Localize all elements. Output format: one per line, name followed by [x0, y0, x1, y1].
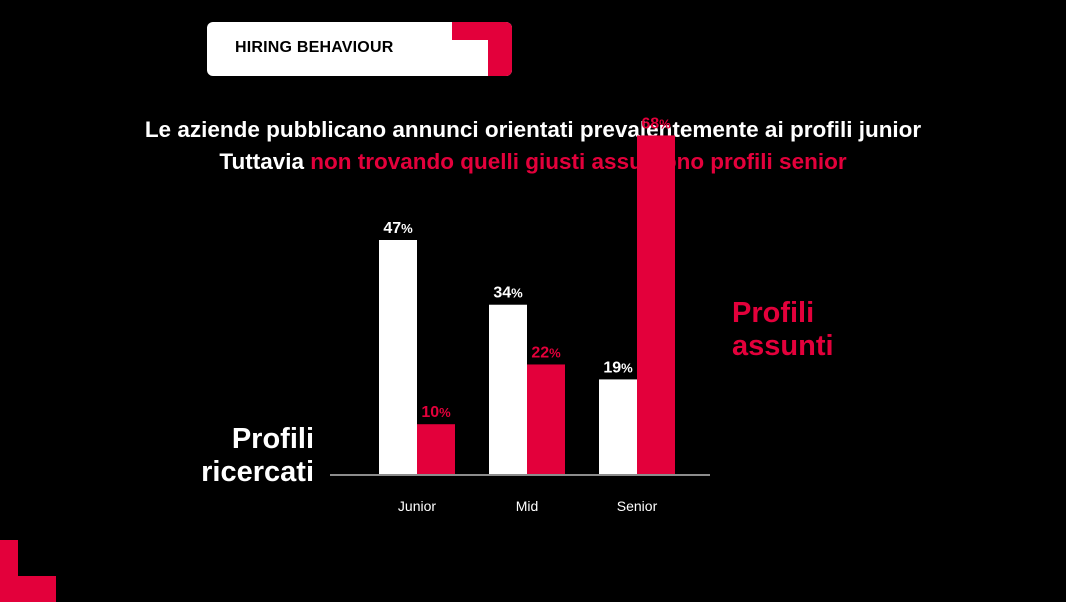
bar-junior-profili-ricercati — [379, 240, 417, 474]
bar-junior-profili-assunti — [417, 424, 455, 474]
x-tick-label-junior: Junior — [398, 498, 436, 514]
section-badge: HIRING BEHAVIOUR — [207, 22, 512, 76]
section-badge-label: HIRING BEHAVIOUR — [235, 39, 394, 56]
headline-line-2-accent: non trovando quelli giusti assumono prof… — [310, 149, 847, 174]
series-label-assunti: Profili assunti — [732, 297, 834, 362]
headline-line-1: Le aziende pubblicano annunci orientati … — [144, 117, 922, 142]
data-label-mid-profili-assunti: 22% — [531, 344, 561, 361]
corner-bracket-icon — [0, 540, 56, 602]
headline-line-2: Tuttavia non trovando quelli giusti assu… — [0, 149, 1066, 175]
data-label-junior-profili-ricercati: 47% — [383, 220, 413, 237]
x-tick-label-senior: Senior — [617, 498, 658, 514]
series-label-ricercati: Profili ricercati — [201, 423, 314, 488]
bar-mid-profili-ricercati — [489, 304, 527, 474]
x-tick-label-mid: Mid — [516, 498, 539, 514]
data-label-junior-profili-assunti: 10% — [421, 404, 451, 421]
data-label-senior-profili-ricercati: 19% — [603, 359, 633, 376]
bar-mid-profili-assunti — [527, 364, 565, 474]
bar-senior-profili-assunti — [637, 135, 675, 474]
data-label-senior-profili-assunti: 68% — [641, 115, 671, 132]
data-label-mid-profili-ricercati: 34% — [493, 285, 523, 302]
corner-bracket-icon — [452, 22, 512, 76]
bar-senior-profili-ricercati — [599, 379, 637, 474]
headline-line-2-white: Tuttavia — [219, 149, 305, 174]
